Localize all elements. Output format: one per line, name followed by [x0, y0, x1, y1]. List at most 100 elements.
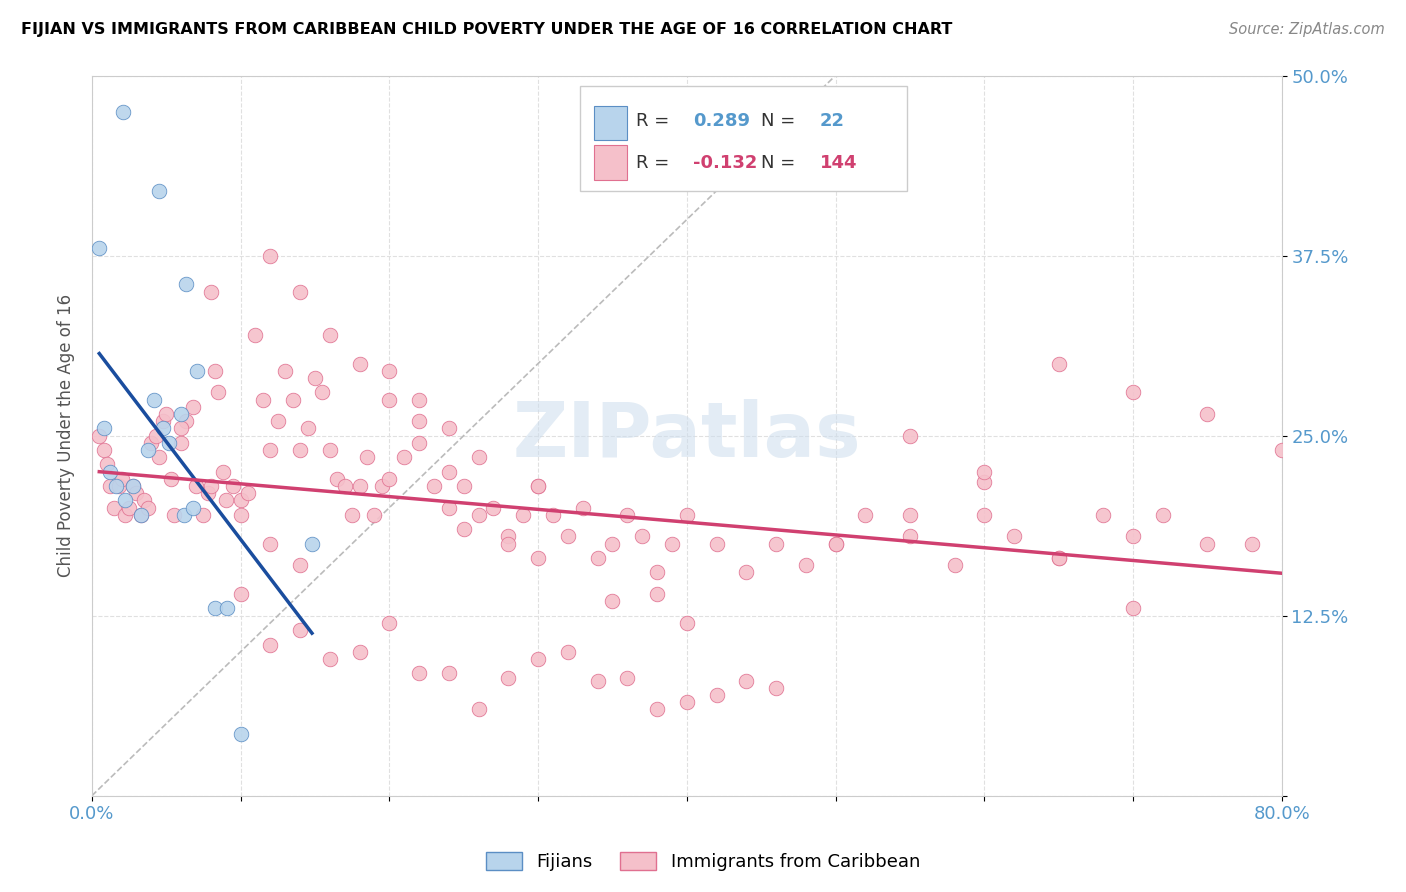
Point [259, 638, 281, 652]
Point [259, 537, 281, 551]
Point [297, 421, 319, 435]
Point [527, 479, 550, 493]
Point [765, 537, 787, 551]
Point [112, 104, 135, 119]
Point [349, 645, 371, 659]
Point [193, 508, 215, 522]
Point [1047, 357, 1070, 371]
Point [267, 414, 290, 428]
Point [527, 551, 550, 566]
Point [245, 327, 267, 342]
Point [333, 479, 356, 493]
Text: R =: R = [636, 112, 675, 130]
Point [645, 566, 668, 580]
Point [252, 392, 274, 407]
Point [118, 500, 141, 515]
Point [259, 443, 281, 458]
Point [157, 435, 180, 450]
Point [163, 508, 186, 522]
Point [143, 392, 166, 407]
Point [122, 479, 145, 493]
Point [170, 407, 193, 421]
Point [304, 371, 326, 385]
Point [132, 493, 155, 508]
FancyBboxPatch shape [593, 106, 627, 140]
FancyBboxPatch shape [593, 145, 627, 180]
Point [616, 671, 638, 685]
Point [645, 702, 668, 716]
Point [301, 537, 323, 551]
Point [765, 681, 787, 695]
Point [174, 277, 197, 292]
Point [129, 508, 152, 522]
Text: 0.289: 0.289 [693, 112, 749, 130]
Point [706, 537, 728, 551]
Point [311, 385, 333, 400]
Point [1122, 385, 1144, 400]
Point [973, 508, 995, 522]
Point [735, 673, 758, 688]
Point [98, 465, 121, 479]
Y-axis label: Child Poverty Under the Age of 16: Child Poverty Under the Age of 16 [58, 294, 75, 577]
Point [159, 472, 181, 486]
Point [1092, 508, 1115, 522]
Point [408, 666, 430, 681]
Text: 22: 22 [820, 112, 845, 130]
Point [236, 486, 259, 500]
Point [148, 184, 170, 198]
Point [408, 392, 430, 407]
Point [378, 392, 401, 407]
Point [148, 450, 170, 465]
Point [104, 479, 127, 493]
Point [437, 500, 460, 515]
Legend: Fijians, Immigrants from Caribbean: Fijians, Immigrants from Caribbean [479, 845, 927, 879]
Point [586, 673, 609, 688]
Point [498, 671, 520, 685]
Point [200, 285, 222, 299]
Point [1152, 508, 1174, 522]
Point [155, 407, 177, 421]
Point [437, 666, 460, 681]
Point [98, 479, 121, 493]
Point [222, 479, 245, 493]
Point [340, 508, 363, 522]
Point [319, 327, 342, 342]
Point [110, 472, 132, 486]
Point [204, 364, 226, 378]
Point [197, 486, 219, 500]
Point [181, 400, 204, 414]
Text: Source: ZipAtlas.com: Source: ZipAtlas.com [1229, 22, 1385, 37]
Point [453, 479, 475, 493]
Point [129, 508, 152, 522]
Point [89, 241, 111, 255]
Point [675, 695, 697, 709]
Point [170, 421, 193, 435]
Point [371, 479, 394, 493]
Point [229, 727, 252, 741]
Point [898, 428, 921, 442]
Point [898, 508, 921, 522]
Point [215, 493, 238, 508]
Point [229, 493, 252, 508]
Point [735, 566, 758, 580]
Text: 144: 144 [820, 154, 858, 172]
Point [467, 450, 489, 465]
Point [408, 414, 430, 428]
Point [378, 615, 401, 630]
FancyBboxPatch shape [579, 87, 907, 191]
Point [229, 508, 252, 522]
Point [145, 428, 167, 442]
Point [378, 364, 401, 378]
Text: FIJIAN VS IMMIGRANTS FROM CARIBBEAN CHILD POVERTY UNDER THE AGE OF 16 CORRELATIO: FIJIAN VS IMMIGRANTS FROM CARIBBEAN CHIL… [21, 22, 952, 37]
Point [186, 364, 208, 378]
Point [512, 508, 534, 522]
Point [602, 594, 624, 608]
Point [602, 537, 624, 551]
Text: R =: R = [636, 154, 675, 172]
Point [408, 435, 430, 450]
Point [288, 443, 311, 458]
Point [973, 465, 995, 479]
Point [93, 421, 115, 435]
Text: N =: N = [761, 154, 800, 172]
Point [229, 587, 252, 601]
